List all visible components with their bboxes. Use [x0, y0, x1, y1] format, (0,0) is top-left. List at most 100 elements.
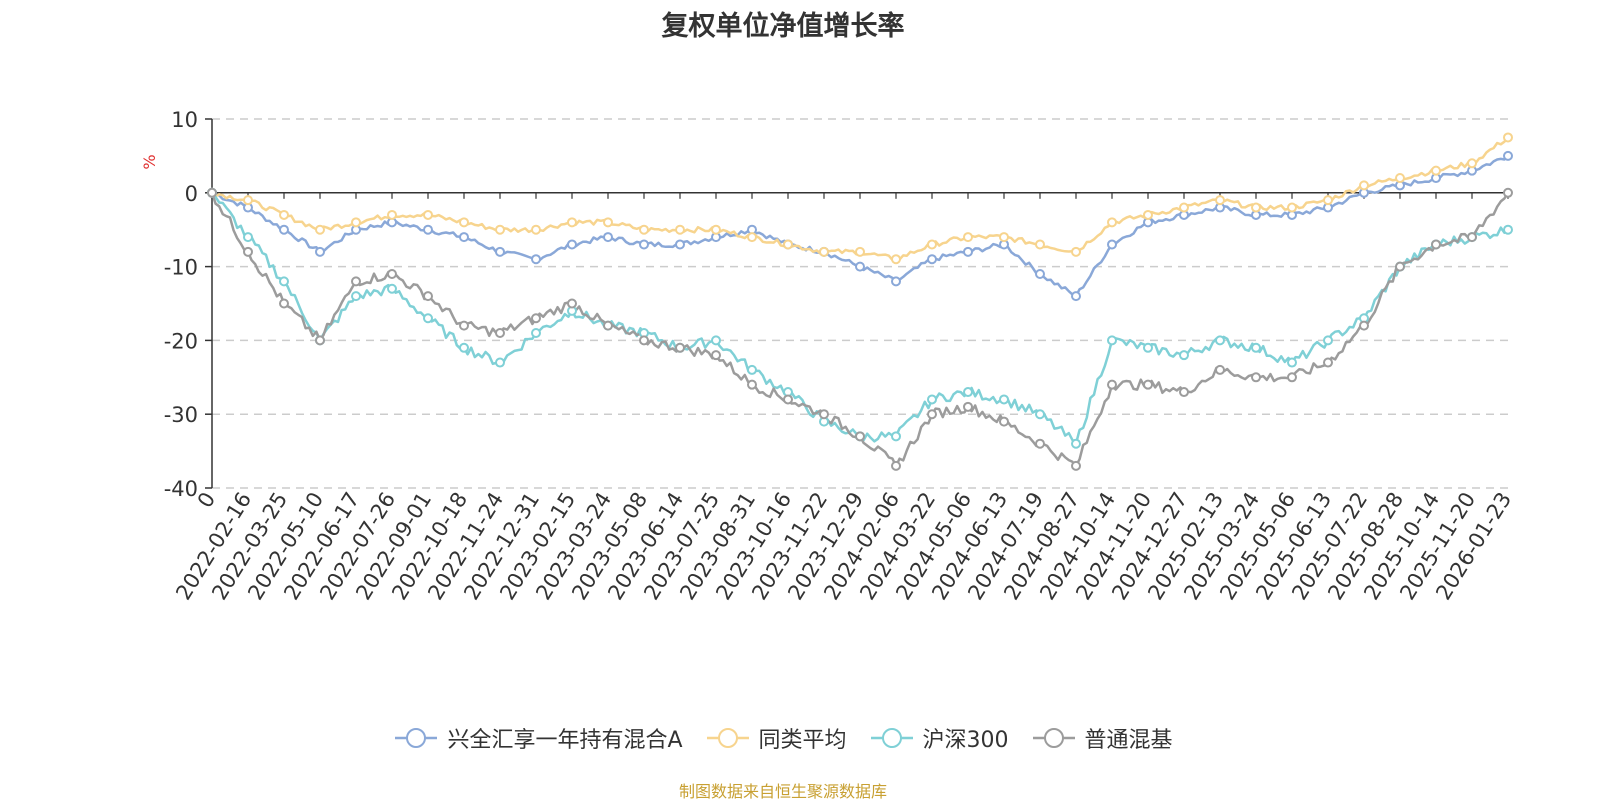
data-point — [1107, 217, 1117, 228]
data-point — [495, 224, 505, 235]
data-point — [819, 409, 829, 420]
y-tick-label: 10 — [171, 108, 198, 132]
data-point — [1287, 357, 1297, 368]
data-point — [1323, 195, 1333, 206]
data-point — [1179, 202, 1189, 213]
data-point — [1143, 342, 1153, 353]
data-point — [351, 291, 361, 302]
data-point — [387, 209, 397, 220]
data-point — [531, 328, 541, 339]
legend: 兴全汇享一年持有混合A 同类平均 沪深300 普通混基 — [0, 722, 1566, 754]
data-point — [1179, 387, 1189, 398]
data-point — [1251, 342, 1261, 353]
data-point — [1467, 158, 1477, 169]
data-point — [999, 232, 1009, 243]
data-point — [603, 217, 613, 228]
data-point — [675, 224, 685, 235]
data-point — [1323, 357, 1333, 368]
legend-label: 普通混基 — [1084, 728, 1173, 753]
y-axis: 10 0 -10 -20 -30 -40 — [164, 108, 213, 501]
data-point — [459, 320, 469, 331]
data-point — [495, 246, 505, 257]
data-point — [747, 379, 757, 390]
data-point — [1503, 224, 1513, 235]
data-point — [495, 328, 505, 339]
gridlines — [212, 118, 1508, 489]
data-point — [1071, 246, 1081, 257]
data-point — [279, 224, 289, 235]
data-point — [315, 224, 325, 235]
data-point — [855, 261, 865, 272]
data-point — [243, 246, 253, 257]
data-point — [495, 357, 505, 368]
series-lines — [210, 136, 1510, 468]
data-point — [639, 224, 649, 235]
data-point — [1287, 202, 1297, 213]
data-point — [1251, 372, 1261, 383]
data-point — [243, 232, 253, 243]
data-point — [711, 335, 721, 346]
data-point — [459, 217, 469, 228]
data-point — [531, 224, 541, 235]
data-point — [603, 320, 613, 331]
legend-symbol — [870, 728, 913, 748]
series-markers — [207, 132, 1513, 471]
data-point — [855, 431, 865, 442]
data-point — [423, 291, 433, 302]
legend-label: 沪深300 — [922, 728, 1009, 753]
legend-item[interactable]: 兴全汇享一年持有混合A — [393, 722, 683, 754]
data-point — [531, 254, 541, 265]
data-point — [531, 313, 541, 324]
data-point — [675, 342, 685, 353]
data-point — [1071, 438, 1081, 449]
data-point — [1143, 379, 1153, 390]
legend-item[interactable]: 同类平均 — [705, 722, 847, 754]
data-point — [891, 276, 901, 287]
legend-item[interactable]: 沪深300 — [869, 722, 1009, 754]
data-point — [1035, 409, 1045, 420]
data-point — [1035, 239, 1045, 250]
legend-symbol — [706, 728, 749, 748]
data-point — [423, 209, 433, 220]
data-point — [711, 224, 721, 235]
data-point — [603, 232, 613, 243]
data-point — [1467, 232, 1477, 243]
data-point — [1035, 268, 1045, 279]
data-point — [1395, 261, 1405, 272]
data-point — [675, 239, 685, 250]
data-point — [459, 232, 469, 243]
legend-item[interactable]: 普通混基 — [1031, 722, 1173, 754]
data-point — [999, 394, 1009, 405]
data-point — [207, 187, 217, 198]
series-line — [211, 155, 1509, 298]
data-point — [927, 254, 937, 265]
data-point — [639, 335, 649, 346]
data-point — [279, 298, 289, 309]
data-point — [1287, 372, 1297, 383]
data-point — [1107, 335, 1117, 346]
data-point — [1179, 350, 1189, 361]
data-point — [1359, 180, 1369, 191]
data-point — [315, 335, 325, 346]
data-point — [783, 394, 793, 405]
data-point — [1431, 165, 1441, 176]
data-point — [351, 276, 361, 287]
data-point — [1359, 320, 1369, 331]
data-point — [1143, 209, 1153, 220]
y-tick-label: -30 — [164, 403, 198, 427]
data-point — [819, 246, 829, 257]
data-point — [639, 239, 649, 250]
legend-label: 兴全汇享一年持有混合A — [447, 728, 683, 753]
data-point — [891, 254, 901, 265]
data-point — [963, 232, 973, 243]
data-point — [1035, 438, 1045, 449]
data-point — [387, 268, 397, 279]
data-point — [279, 209, 289, 220]
data-point — [711, 350, 721, 361]
x-tick-label: 0 — [193, 488, 220, 512]
data-point — [747, 232, 757, 243]
data-point — [927, 409, 937, 420]
y-tick-label: -40 — [164, 477, 198, 501]
data-point — [927, 239, 937, 250]
data-point — [1215, 195, 1225, 206]
